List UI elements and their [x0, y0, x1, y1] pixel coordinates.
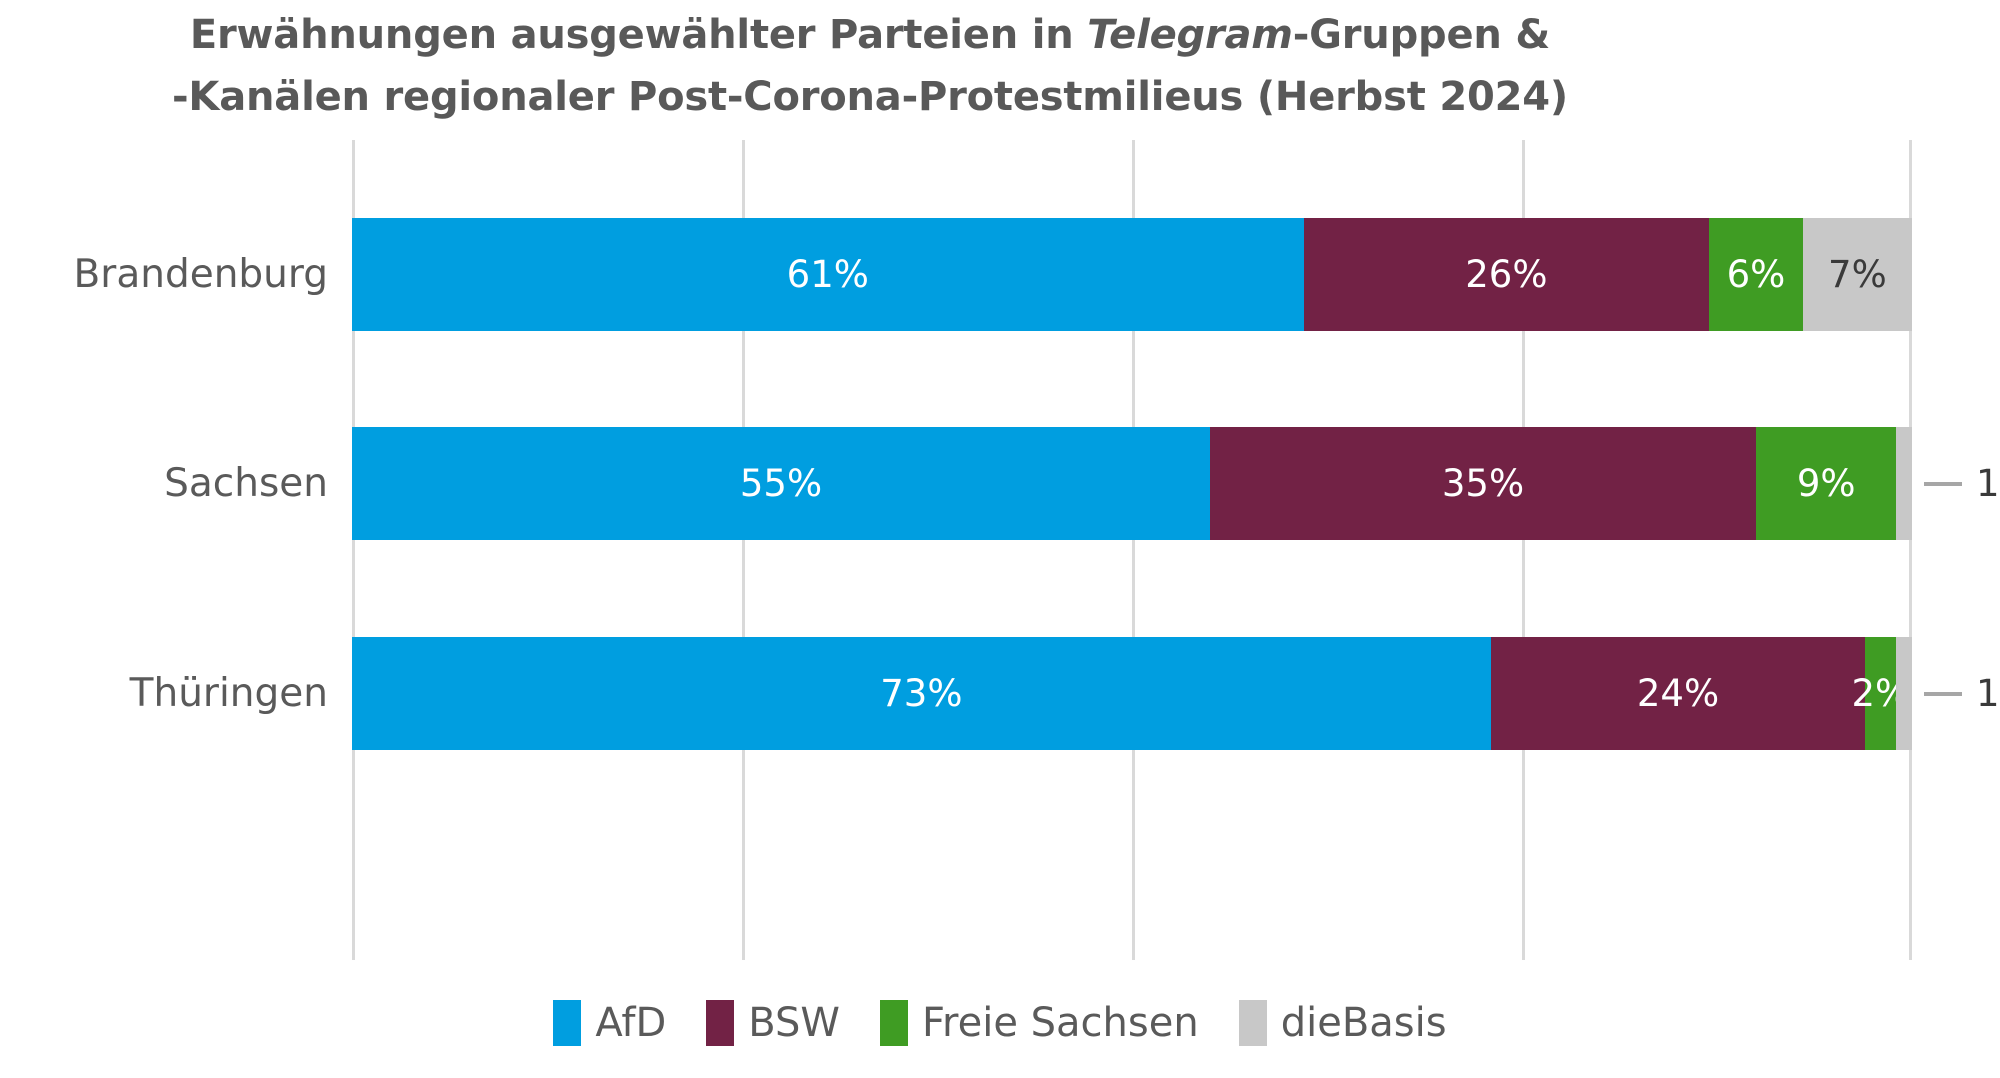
chart-title-part-2: -Gruppen &	[1292, 12, 1551, 58]
bar-segment-label: 7%	[1828, 253, 1887, 296]
legend-swatch-icon	[1238, 1000, 1267, 1046]
bar-segment-diebasis[interactable]	[1896, 427, 1912, 540]
chart-title-emphasis: Telegram	[1087, 12, 1293, 58]
chart-legend: AfD BSW Freie Sachsen dieBasis	[0, 1000, 2000, 1046]
x-gridline-25	[742, 140, 745, 960]
x-gridline-100	[1909, 140, 1912, 960]
bar-segment-bsw[interactable]: 24%	[1490, 637, 1866, 750]
bar-segment-label: 26%	[1465, 253, 1548, 296]
x-gridline-50	[1132, 140, 1135, 960]
legend-label: BSW	[748, 1000, 840, 1046]
bar-segment-label: 35%	[1441, 462, 1525, 505]
callout-label: 1%	[1976, 462, 2000, 505]
legend-label: AfD	[595, 1000, 667, 1046]
chart-title-line-1: Erwähnungen ausgewählter Parteien in Tel…	[0, 4, 1740, 66]
x-gridline-75	[1522, 140, 1525, 960]
legend-item-bsw[interactable]: BSW	[706, 1000, 840, 1046]
bar-segment-label: 55%	[739, 462, 823, 505]
x-gridline-0	[352, 140, 355, 960]
callout-leader-line	[1924, 481, 1962, 486]
legend-label: Freie Sachsen	[921, 1000, 1199, 1046]
bar-segment-label: 9%	[1796, 462, 1856, 505]
bar-segment-diebasis[interactable]	[1896, 637, 1912, 750]
chart-title-line-2: -Kanälen regionaler Post-Corona-Protestm…	[172, 74, 1568, 120]
category-label-sachsen: Sachsen	[164, 460, 328, 506]
bar-segment-freie-sachsen[interactable]: 2%	[1851, 637, 1910, 750]
category-label-brandenburg: Brandenburg	[73, 251, 328, 297]
bar-segment-label: 24%	[1636, 672, 1720, 715]
legend-item-freie-sachsen[interactable]: Freie Sachsen	[879, 1000, 1199, 1046]
bar-segment-label: 61%	[786, 253, 869, 296]
legend-swatch-icon	[706, 1000, 735, 1046]
bar-segment-label: 6%	[1726, 253, 1786, 296]
chart-title: Erwähnungen ausgewählter Parteien in Tel…	[0, 4, 1740, 128]
bar-segment-callout: 1%	[1924, 637, 2000, 750]
legend-item-diebasis[interactable]: dieBasis	[1238, 1000, 1447, 1046]
legend-label: dieBasis	[1280, 1000, 1447, 1046]
bar-segment-bsw[interactable]: 35%	[1210, 427, 1756, 540]
bar-row: 73% 24% 2% 1%	[352, 637, 2000, 750]
chart-title-part-1: Erwähnungen ausgewählter Parteien in	[189, 12, 1088, 58]
legend-swatch-icon	[879, 1000, 908, 1046]
bar-segment-afd[interactable]: 55%	[352, 427, 1210, 540]
callout-label: 1%	[1976, 672, 2000, 715]
bar-segment-afd[interactable]: 73%	[352, 637, 1491, 750]
bar-segment-freie-sachsen[interactable]: 9%	[1756, 427, 1897, 540]
bar-segment-freie-sachsen[interactable]: 6%	[1709, 218, 1803, 331]
callout-leader-line	[1924, 691, 1962, 696]
category-label-thüringen: Thüringen	[129, 670, 328, 716]
legend-item-afd[interactable]: AfD	[553, 1000, 666, 1046]
bar-row: 55% 35% 9% 1%	[352, 427, 2000, 540]
bar-segment-bsw[interactable]: 26%	[1303, 218, 1710, 331]
bar-segment-afd[interactable]: 61%	[352, 218, 1304, 331]
bar-segment-callout: 1%	[1924, 427, 2000, 540]
legend-swatch-icon	[553, 1000, 582, 1046]
plot-area: 61% 26% 6% 7% 55% 35% 9% 1% 73% 24% 2% 1%	[352, 140, 2000, 960]
bar-row: 61% 26% 6% 7%	[352, 218, 1912, 331]
bar-segment-label: 73%	[880, 672, 963, 715]
bar-segment-diebasis[interactable]: 7%	[1802, 218, 1912, 331]
